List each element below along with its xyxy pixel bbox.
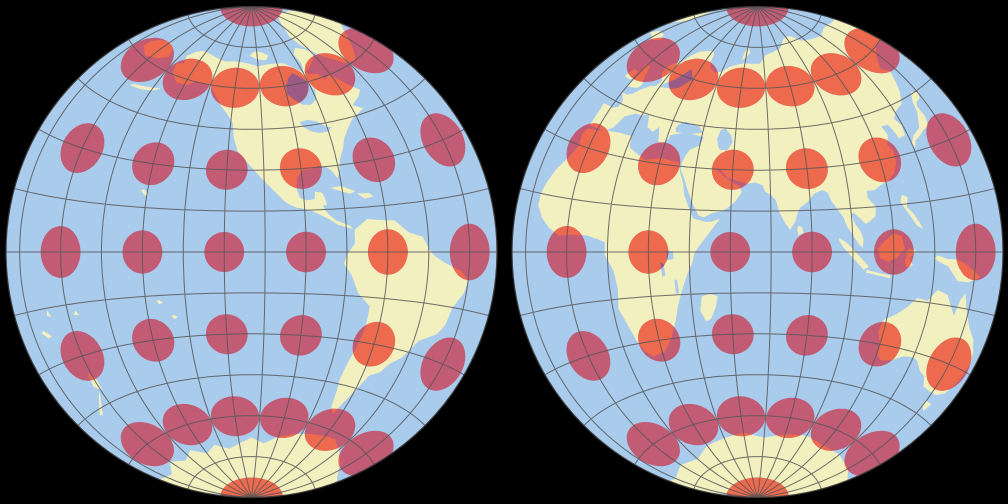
land-africa — [538, 128, 720, 357]
land-arctic-island-victoria — [249, 51, 269, 61]
land-new-zealand-south — [98, 391, 103, 416]
land-philippines — [900, 194, 923, 229]
land-japan — [911, 91, 929, 148]
land-hispaniola — [357, 193, 374, 199]
land-sumatra — [839, 237, 869, 270]
land-tuamotu-2 — [171, 314, 179, 319]
tissot-ellipse — [726, 6, 789, 27]
lake-lake-malawi — [674, 279, 680, 294]
lake-great-lakes — [299, 119, 332, 134]
lake-black-sea — [675, 121, 703, 134]
tissot-ellipse-over-land — [220, 477, 283, 498]
tissot-ellipse-over-lake — [285, 73, 309, 107]
hemisphere-rim — [511, 5, 1004, 499]
hemisphere-rim — [5, 5, 498, 499]
land-hawaii — [140, 189, 149, 196]
land-madagascar — [700, 293, 718, 322]
land-antarctica-west — [148, 433, 346, 498]
land-iceland — [650, 30, 664, 41]
land-antarctica-east — [658, 432, 849, 498]
land-novaya-zemlya — [741, 47, 751, 61]
land-cuba — [330, 186, 356, 194]
land-java — [866, 269, 891, 279]
land-vanuatu — [46, 310, 52, 317]
graticule — [6, 6, 497, 498]
land-aleutians — [130, 83, 161, 91]
land-greenland — [278, 10, 356, 63]
lake-caspian-sea — [717, 128, 733, 151]
tissot-ellipse-over-land — [726, 477, 789, 498]
land-sri-lanka — [797, 225, 804, 236]
graticule — [512, 6, 1003, 498]
land-tuamotu-1 — [156, 299, 164, 305]
land-new-caledonia — [41, 330, 52, 339]
western-hemisphere — [6, 6, 497, 498]
tissot-ellipse — [220, 6, 283, 27]
land-fiji — [73, 310, 80, 316]
